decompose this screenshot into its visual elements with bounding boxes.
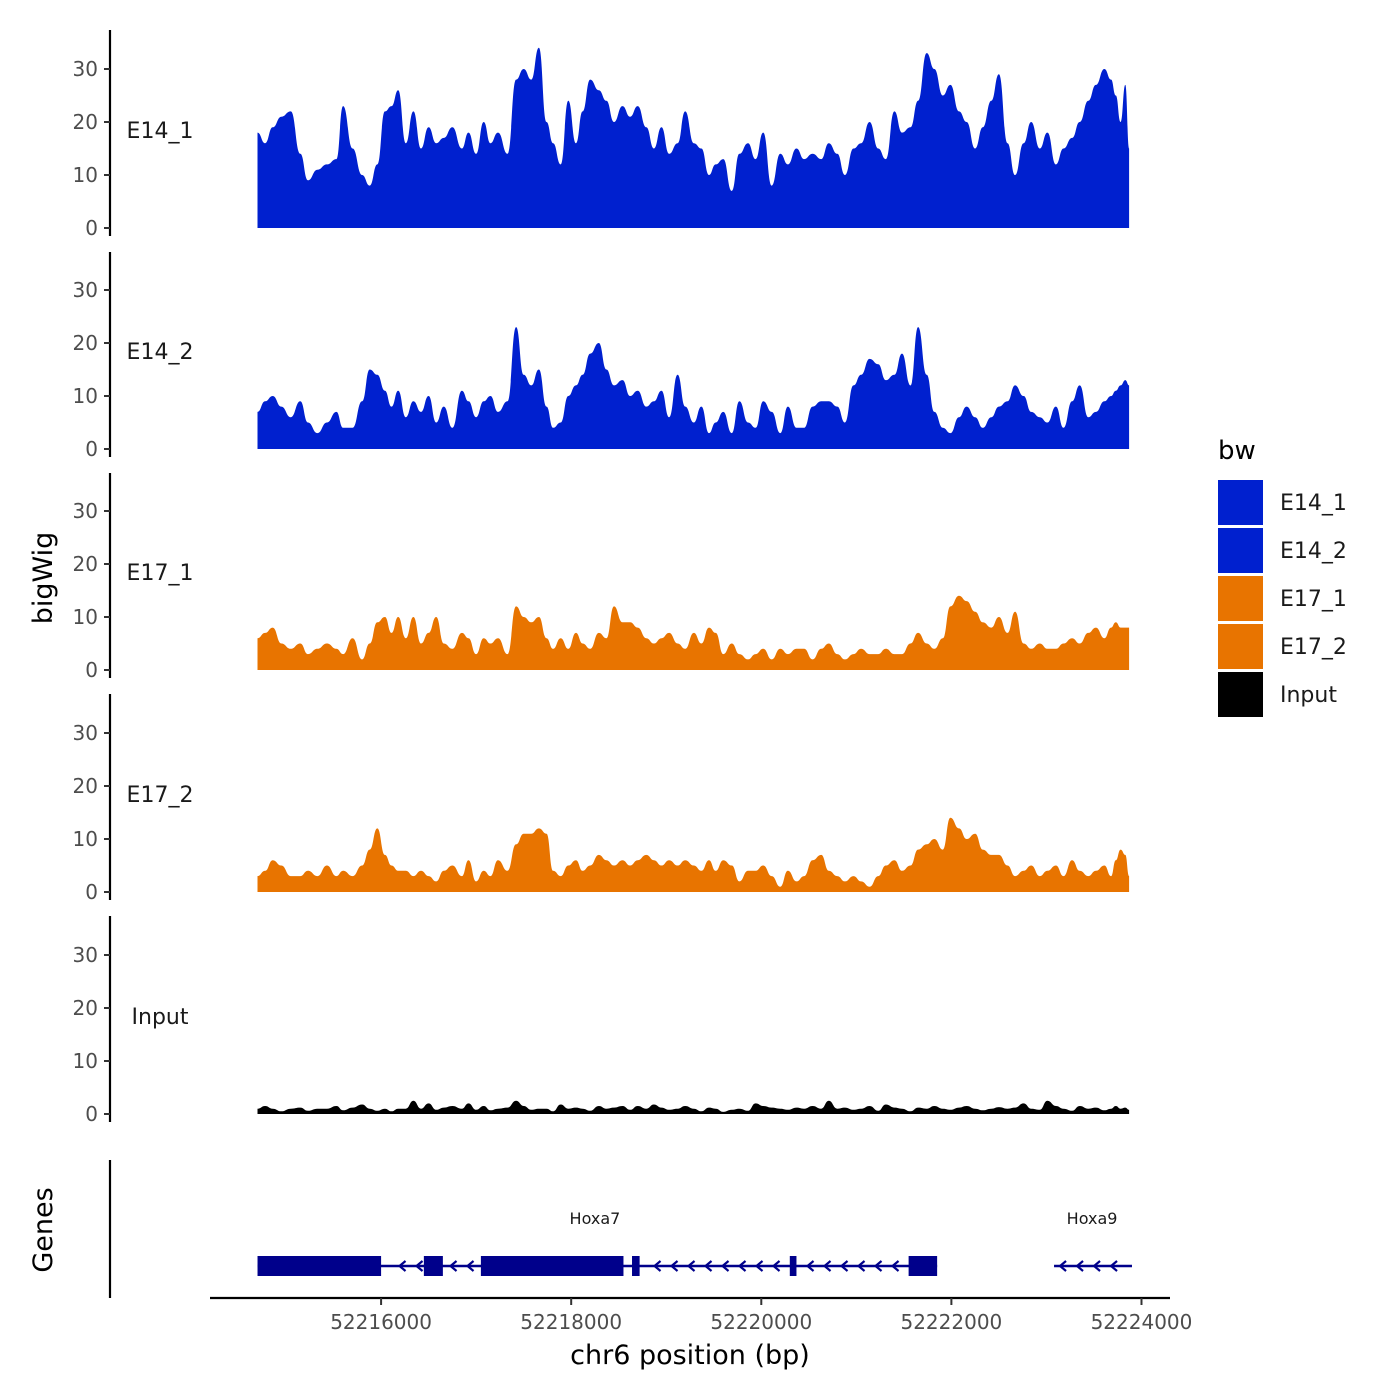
y-tick-label: 20: [73, 774, 98, 798]
strand-arrow-icon: [856, 1260, 866, 1272]
y-tick-label: 30: [73, 499, 98, 523]
y-tick-label: 20: [73, 331, 98, 355]
y-tick-label: 0: [85, 1102, 98, 1126]
x-tick-label: 52218000: [520, 1310, 622, 1334]
exon-block: [257, 1256, 382, 1276]
track-E14_2: 0 10 20 30 E14_2: [73, 252, 1130, 461]
track-E17_1: 0 10 20 30 E17_1: [73, 473, 1130, 682]
track-label: Input: [132, 1005, 189, 1030]
legend-label: E14_1: [1280, 491, 1347, 516]
strand-arrow-icon: [448, 1260, 458, 1272]
y-tick-label: 20: [73, 552, 98, 576]
strand-arrow-icon: [1075, 1260, 1084, 1272]
y-tick-label: 30: [73, 57, 98, 81]
legend: bw E14_1 E14_2 E17_1 E17_2 Input: [1218, 436, 1347, 717]
y-tick-label: 10: [73, 1049, 98, 1073]
legend-label: E17_1: [1280, 587, 1347, 612]
strand-arrow-icon: [771, 1260, 781, 1272]
coverage-area-Input: [257, 1100, 1130, 1114]
coverage-area-E17_2: [257, 817, 1130, 892]
gene-label: Hoxa7: [570, 1209, 621, 1228]
strand-arrow-icon: [652, 1260, 662, 1272]
genes-axis-title: Genes: [28, 1187, 59, 1272]
legend-swatch: [1218, 672, 1263, 717]
y-tick-label: 30: [73, 721, 98, 745]
strand-arrow-icon: [873, 1260, 883, 1272]
y-tick-label: 0: [85, 658, 98, 682]
strand-arrow-icon: [720, 1260, 730, 1272]
strand-arrow-icon: [414, 1260, 424, 1272]
strand-arrow-icon: [754, 1260, 764, 1272]
strand-arrow-icon: [1109, 1260, 1118, 1272]
y-tick-label: 0: [85, 216, 98, 240]
legend-title: bw: [1218, 436, 1256, 466]
legend-label: Input: [1280, 683, 1337, 708]
strand-arrow-icon: [1092, 1260, 1101, 1272]
track-label: E14_1: [127, 119, 194, 144]
track-label: E14_2: [127, 340, 194, 365]
track-label: E17_1: [127, 561, 194, 586]
x-tick-label: 52216000: [330, 1310, 432, 1334]
strand-arrow-icon: [805, 1260, 815, 1272]
strand-arrow-icon: [465, 1260, 475, 1272]
y-tick-label: 30: [73, 278, 98, 302]
coverage-area-E14_1: [257, 47, 1130, 228]
x-tick-label: 52220000: [710, 1310, 812, 1334]
exon-block: [908, 1256, 938, 1276]
strand-arrow-icon: [397, 1260, 407, 1272]
y-tick-label: 10: [73, 163, 98, 187]
y-tick-label: 10: [73, 827, 98, 851]
strand-arrow-icon: [669, 1260, 679, 1272]
strand-arrow-icon: [737, 1260, 747, 1272]
gene-Hoxa7: Hoxa7: [257, 1209, 938, 1276]
gene-Hoxa9: Hoxa9: [1054, 1209, 1132, 1272]
y-tick-label: 20: [73, 110, 98, 134]
x-axis-title: chr6 position (bp): [570, 1340, 810, 1371]
legend-swatch: [1218, 528, 1263, 573]
coverage-area-E14_2: [257, 327, 1130, 449]
legend-label: E17_2: [1280, 635, 1347, 660]
exon-block: [789, 1256, 797, 1276]
strand-arrow-icon: [703, 1260, 713, 1272]
exon-block: [423, 1256, 443, 1276]
coverage-tracks: 0 10 20 30 E14_1 0 10 20 30 E14_2 0 10 20 30 E17_1 0 10 2…: [73, 30, 1130, 1126]
y-tick-label: 0: [85, 880, 98, 904]
exon-block: [632, 1256, 640, 1276]
gene-label: Hoxa9: [1067, 1209, 1118, 1228]
y-axis-title: bigWig: [28, 532, 59, 625]
track-E17_2: 0 10 20 30 E17_2: [73, 694, 1130, 904]
y-tick-label: 30: [73, 943, 98, 967]
legend-swatch: [1218, 480, 1263, 525]
gene-track: Hoxa7 Hoxa9: [108, 1160, 1132, 1298]
strand-arrow-icon: [890, 1260, 900, 1272]
strand-arrow-icon: [839, 1260, 849, 1272]
legend-label: E14_2: [1280, 539, 1347, 564]
strand-arrow-icon: [1058, 1260, 1067, 1272]
y-tick-label: 0: [85, 437, 98, 461]
y-tick-label: 10: [73, 605, 98, 629]
x-axis: 52216000 52218000 52220000 52222000 52224000: [210, 1296, 1193, 1334]
track-Input: 0 10 20 30 Input: [73, 916, 1130, 1126]
y-tick-label: 20: [73, 996, 98, 1020]
legend-swatch: [1218, 624, 1263, 669]
y-tick-label: 10: [73, 384, 98, 408]
x-tick-label: 52224000: [1091, 1310, 1193, 1334]
legend-swatch: [1218, 576, 1263, 621]
track-E14_1: 0 10 20 30 E14_1: [73, 30, 1130, 240]
track-label: E17_2: [127, 783, 194, 808]
x-tick-label: 52222000: [900, 1310, 1002, 1334]
strand-arrow-icon: [822, 1260, 832, 1272]
coverage-area-E17_1: [257, 595, 1130, 670]
strand-arrow-icon: [686, 1260, 696, 1272]
exon-block: [480, 1256, 624, 1276]
